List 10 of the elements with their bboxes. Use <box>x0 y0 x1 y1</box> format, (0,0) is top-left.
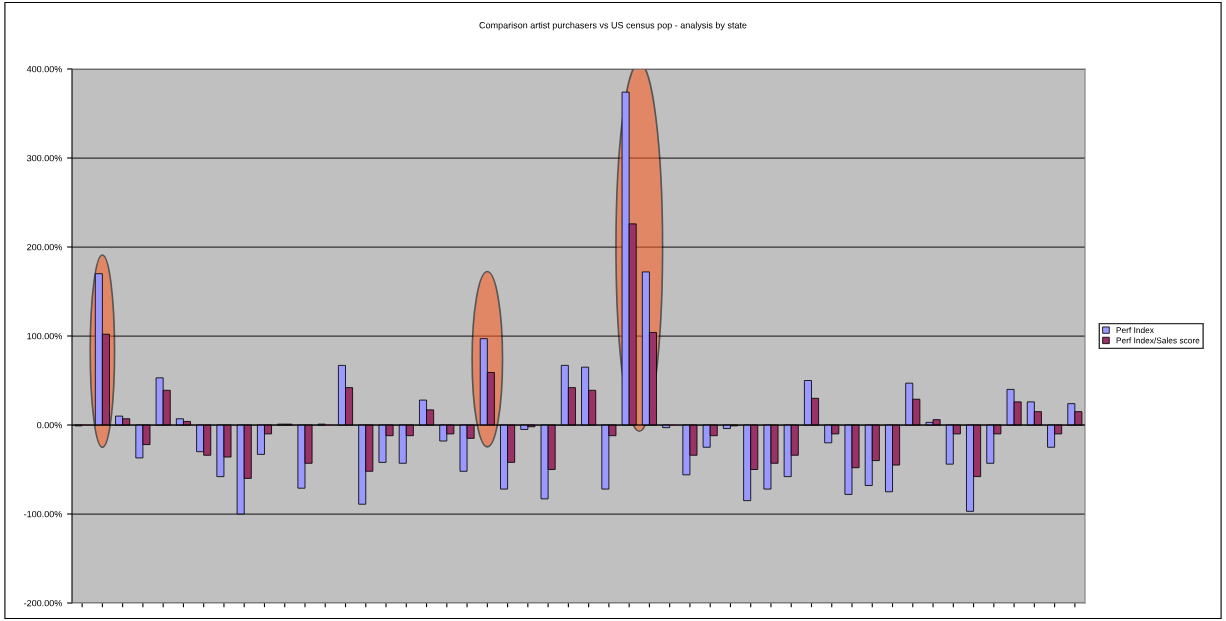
y-tick-label: 0.00% <box>37 421 62 429</box>
y-tick-label: 400.00% <box>26 65 62 73</box>
y-tick-label: 100.00% <box>27 332 62 340</box>
y-tick-label: 300.00% <box>26 154 62 162</box>
y-tick-label: -200.00% <box>24 599 62 607</box>
legend-label: Perf Index <box>1116 326 1154 334</box>
y-tick-label: 200.00% <box>27 243 62 251</box>
chart-title: Comparison artist purchasers vs US census pop - analysis by state <box>479 21 747 31</box>
y-tick-label: -100.00% <box>24 510 62 518</box>
legend-label: Perf Index/Sales score <box>1116 337 1200 344</box>
